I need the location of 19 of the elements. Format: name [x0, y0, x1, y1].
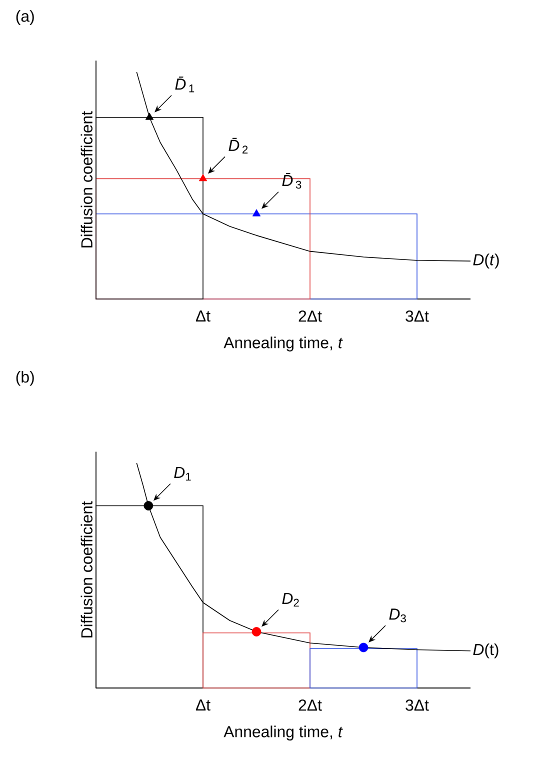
series-label: D(t) — [473, 643, 498, 658]
chart-title: (b) — [16, 370, 34, 386]
annotation: D$_{2}$ — [282, 593, 299, 607]
series-label: D(t) — [473, 254, 499, 269]
x-tick-label: 3Δt — [406, 700, 429, 711]
annotation: D$_{1}$ — [174, 467, 191, 481]
x-tick-label: Δt — [196, 310, 210, 322]
x-axis-title: Annealing time, t — [224, 336, 343, 352]
annotation: D̄$_{2}$ — [228, 138, 248, 154]
chart-title: (a) — [16, 10, 34, 25]
annotation: D$_{3}$ — [389, 608, 406, 622]
x-tick-label: Δt — [196, 700, 210, 711]
y-axis-title: Diffusion coefficient — [80, 501, 92, 638]
y-axis-title: Diffusion coefficient — [80, 111, 92, 248]
x-axis-title: Annealing time, t — [224, 726, 343, 740]
x-tick-label: 2Δt — [298, 700, 322, 711]
annotation: D̄$_{1}$ — [175, 76, 194, 92]
x-tick-label: 3Δt — [406, 310, 429, 322]
x-tick-label: 2Δt — [298, 310, 322, 322]
